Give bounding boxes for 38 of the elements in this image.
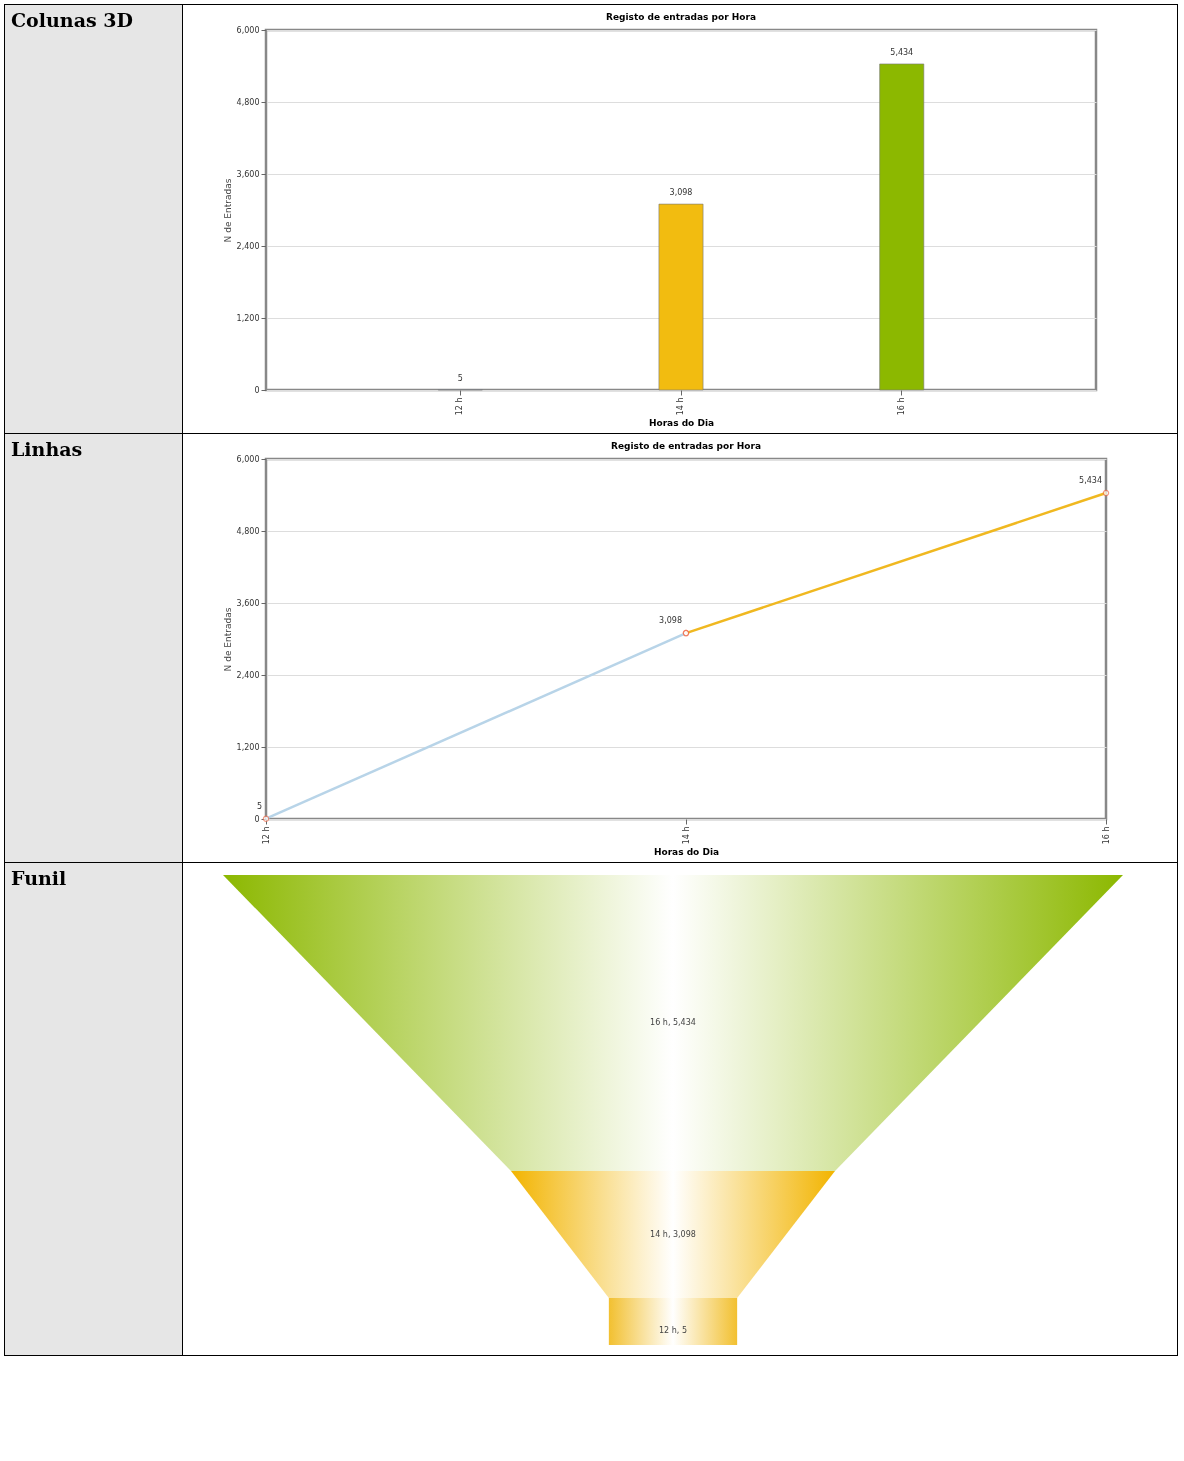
data-label: 16 h, 5,434 [650, 1018, 696, 1028]
y-tick-label: 1,200 [236, 313, 260, 323]
chart-title: Registo de entradas por Hora [611, 441, 761, 451]
y-tick-label: 2,400 [236, 670, 260, 680]
x-tick-label: 16 h [896, 397, 906, 416]
data-label: 5,434 [1079, 475, 1102, 485]
y-axis-title: N de Entradas [222, 607, 233, 672]
data-label: 3,098 [659, 616, 682, 626]
y-tick-label: 6,000 [236, 454, 260, 464]
y-axis-title: N de Entradas [222, 178, 233, 243]
text: Funil [11, 867, 68, 890]
x-tick-label: 12 h [455, 397, 465, 416]
x-tick-label: 12 h [261, 826, 271, 845]
bar [658, 203, 704, 391]
y-tick-label: 1,200 [236, 742, 260, 752]
x-axis-title: Horas do Dia [648, 418, 715, 429]
x-tick-label: 14 h [681, 826, 691, 845]
data-label: 12 h, 5 [659, 1325, 687, 1335]
y-tick-label: 3,600 [236, 169, 260, 179]
data-label: 5 [256, 801, 262, 811]
y-tick-label: 2,400 [236, 241, 260, 251]
y-tick-label: 0 [254, 814, 260, 824]
data-label: 3,098 [669, 188, 693, 198]
bar [879, 63, 925, 391]
y-tick-label: 4,800 [236, 526, 260, 536]
chart-title: Registo de entradas por Hora [606, 12, 756, 22]
x-tick-label: 14 h [676, 397, 685, 416]
text: Colunas 3D [11, 9, 134, 32]
data-label: 14 h, 3,098 [650, 1229, 696, 1239]
y-tick-label: 4,800 [236, 97, 260, 107]
data-label: 5,434 [890, 47, 914, 57]
text: Linhas [11, 438, 84, 461]
y-tick-label: 0 [254, 385, 260, 395]
y-tick-label: 3,600 [236, 598, 260, 608]
y-tick-label: 6,000 [236, 25, 260, 35]
x-tick-label: 16 h [1101, 826, 1111, 845]
data-label: 5 [457, 373, 463, 383]
x-axis-title: Horas do Dia [653, 847, 720, 858]
